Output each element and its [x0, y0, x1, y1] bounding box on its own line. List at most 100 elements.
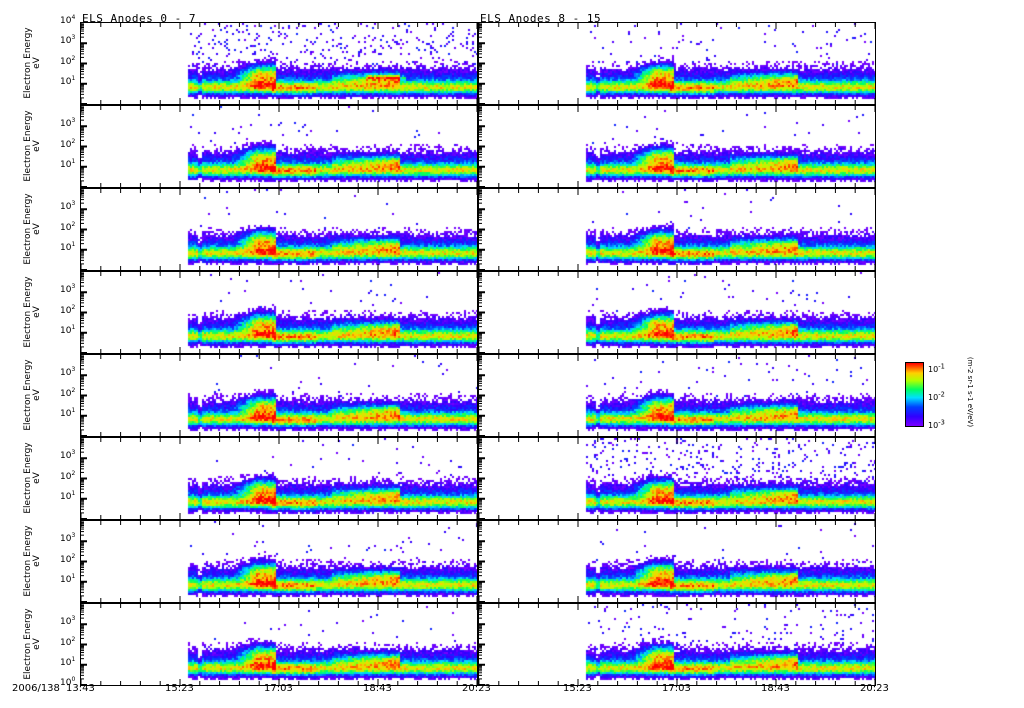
- spectrogram-image: [479, 106, 875, 187]
- spectrogram-image: [479, 189, 875, 270]
- x-tick-label: 17:03: [662, 683, 691, 694]
- spectrogram-panel-anode-15: [478, 603, 876, 686]
- y-tick-label: 102: [60, 137, 76, 150]
- y-tick-label: 102: [60, 552, 76, 565]
- y-tick-label: 102: [60, 303, 76, 316]
- spectrogram-image: [479, 272, 875, 353]
- spectrogram-image: [81, 106, 477, 187]
- axis-ticks: [479, 438, 875, 519]
- y-axis-label-text: Electron Energy eV: [23, 358, 42, 431]
- colorbar-tick-label: 10-3: [928, 418, 945, 430]
- axis-ticks: [479, 604, 875, 685]
- y-axis-label-text: Electron Energy eV: [23, 524, 42, 597]
- y-axis-label: Electron Energy eV: [18, 105, 48, 186]
- x-tick-label: 15:23: [563, 683, 592, 694]
- y-tick-label: 101: [60, 323, 76, 336]
- y-axis-label-text: Electron Energy eV: [23, 192, 42, 265]
- y-tick-label: 102: [60, 635, 76, 648]
- colorbar-tick-label: 10-2: [928, 390, 945, 402]
- spectrogram-image: [81, 521, 477, 602]
- spectrogram-image: [81, 604, 477, 685]
- x-tick-label: 13:43: [66, 683, 95, 694]
- x-tick-label: 17:03: [264, 683, 293, 694]
- spectrogram-panel-anode-4: [80, 354, 478, 437]
- axis-ticks: [479, 23, 875, 104]
- spectrogram-image: [81, 438, 477, 519]
- y-tick-label: 103: [60, 117, 76, 130]
- colorbar: [905, 362, 924, 427]
- y-axis-label: Electron Energy eV: [18, 271, 48, 352]
- y-tick-label: 102: [60, 469, 76, 482]
- spectrogram-panel-anode-0: [80, 22, 478, 105]
- spectrogram-image: [479, 438, 875, 519]
- x-tick-label: 15:23: [165, 683, 194, 694]
- axis-ticks: [479, 355, 875, 436]
- y-tick-label: 103: [60, 532, 76, 545]
- y-tick-label: 100: [60, 676, 76, 688]
- date-label: 2006/138: [12, 683, 60, 694]
- y-tick-label: 102: [60, 220, 76, 233]
- spectrogram-image: [81, 355, 477, 436]
- axis-ticks: [479, 106, 875, 187]
- y-tick-label: 103: [60, 449, 76, 462]
- y-tick-label: 101: [60, 655, 76, 668]
- y-tick-label: 103: [60, 283, 76, 296]
- y-tick-label: 101: [60, 406, 76, 419]
- spectrogram-image: [81, 189, 477, 270]
- axis-ticks: [81, 521, 477, 602]
- spectrogram-panel-anode-8: [478, 22, 876, 105]
- spectrogram-panel-anode-10: [478, 188, 876, 271]
- y-axis-label-text: Electron Energy eV: [23, 275, 42, 348]
- axis-ticks: [479, 189, 875, 270]
- x-tick-label: 18:43: [363, 683, 392, 694]
- spectrogram-panel-anode-7: [80, 603, 478, 686]
- spectrogram-panel-anode-9: [478, 105, 876, 188]
- spectrogram-panel-anode-13: [478, 437, 876, 520]
- colorbar-label: (m-2 sr-1 s-1 eV/eV): [966, 356, 975, 428]
- spectrogram-image: [81, 272, 477, 353]
- title-anodes-0-7: ELS Anodes 0 - 7: [82, 12, 196, 25]
- axis-ticks: [81, 438, 477, 519]
- axis-ticks: [81, 23, 477, 104]
- x-tick-label: 20:23: [860, 683, 889, 694]
- axis-ticks: [81, 355, 477, 436]
- spectrogram-panel-anode-11: [478, 271, 876, 354]
- y-axis-label-text: Electron Energy eV: [23, 109, 42, 182]
- spectrogram-image: [479, 604, 875, 685]
- spectrogram-panel-anode-2: [80, 188, 478, 271]
- y-tick-label: 103: [60, 615, 76, 628]
- y-tick-label: 101: [60, 572, 76, 585]
- axis-ticks: [81, 272, 477, 353]
- y-tick-label: 101: [60, 240, 76, 253]
- x-tick-label: 18:43: [761, 683, 790, 694]
- spectrogram-panel-anode-14: [478, 520, 876, 603]
- y-axis-label: Electron Energy eV: [18, 437, 48, 518]
- y-tick-label: 102: [60, 54, 76, 67]
- y-axis-label-text: Electron Energy eV: [23, 607, 42, 680]
- y-tick-label: 103: [60, 366, 76, 379]
- spectrogram-image: [479, 521, 875, 602]
- y-tick-label: 101: [60, 157, 76, 170]
- spectrogram-panel-anode-6: [80, 520, 478, 603]
- y-tick-label: 104: [60, 14, 76, 26]
- y-axis-label: Electron Energy eV: [18, 520, 48, 601]
- y-tick-label: 102: [60, 386, 76, 399]
- axis-ticks: [81, 604, 477, 685]
- spectrogram-panel-anode-1: [80, 105, 478, 188]
- y-axis-label: Electron Energy eV: [18, 22, 48, 103]
- x-tick-label: 20:23: [462, 683, 491, 694]
- spectrogram-image: [479, 355, 875, 436]
- axis-ticks: [81, 106, 477, 187]
- y-tick-label: 101: [60, 489, 76, 502]
- title-anodes-8-15: ELS Anodes 8 - 15: [480, 12, 602, 25]
- y-tick-label: 101: [60, 74, 76, 87]
- axis-ticks: [479, 272, 875, 353]
- y-axis-label-text: Electron Energy eV: [23, 441, 42, 514]
- spectrogram-image: [479, 23, 875, 104]
- axis-ticks: [81, 189, 477, 270]
- axis-ticks: [479, 521, 875, 602]
- y-axis-label: Electron Energy eV: [18, 603, 48, 684]
- spectrogram-panel-anode-5: [80, 437, 478, 520]
- colorbar-tick-label: 10-1: [928, 362, 945, 374]
- spectrogram-image: [81, 23, 477, 104]
